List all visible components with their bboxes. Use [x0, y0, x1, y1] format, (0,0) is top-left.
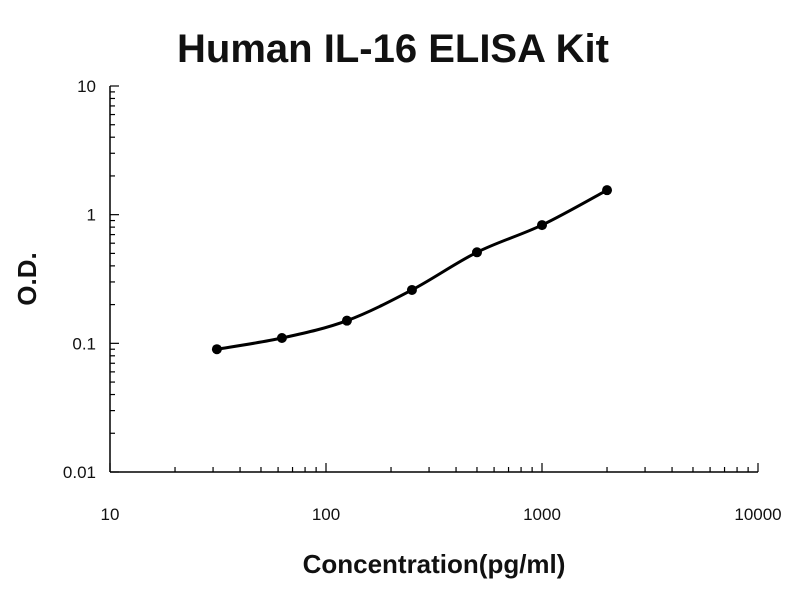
data-point [471, 247, 482, 258]
axes [109, 86, 758, 473]
y-tick-label: 1 [87, 206, 96, 225]
data-point [406, 284, 417, 295]
x-tick-label: 1000 [523, 505, 561, 524]
data-point [276, 333, 287, 344]
y-axis-title: O.D. [12, 252, 42, 305]
data-point [602, 185, 613, 196]
x-axis-title: Concentration(pg/ml) [303, 549, 566, 579]
y-tick-label: 0.1 [72, 334, 96, 353]
data-point [211, 344, 222, 355]
axis-tick-labels: 10 100 1000 10000 0.01 0.1 1 10 [63, 77, 782, 524]
standard-curve-line [216, 188, 608, 351]
data-point [341, 315, 352, 326]
axis-ticks [109, 85, 759, 473]
y-tick-label: 10 [77, 77, 96, 96]
data-point [537, 220, 547, 231]
chart-title: Human IL-16 ELISA Kit [177, 27, 609, 71]
x-tick-label: 100 [312, 505, 340, 524]
x-tick-label: 10000 [734, 505, 781, 524]
y-tick-label: 0.01 [63, 463, 96, 482]
x-tick-label: 10 [101, 505, 120, 524]
plot-area [211, 185, 613, 355]
